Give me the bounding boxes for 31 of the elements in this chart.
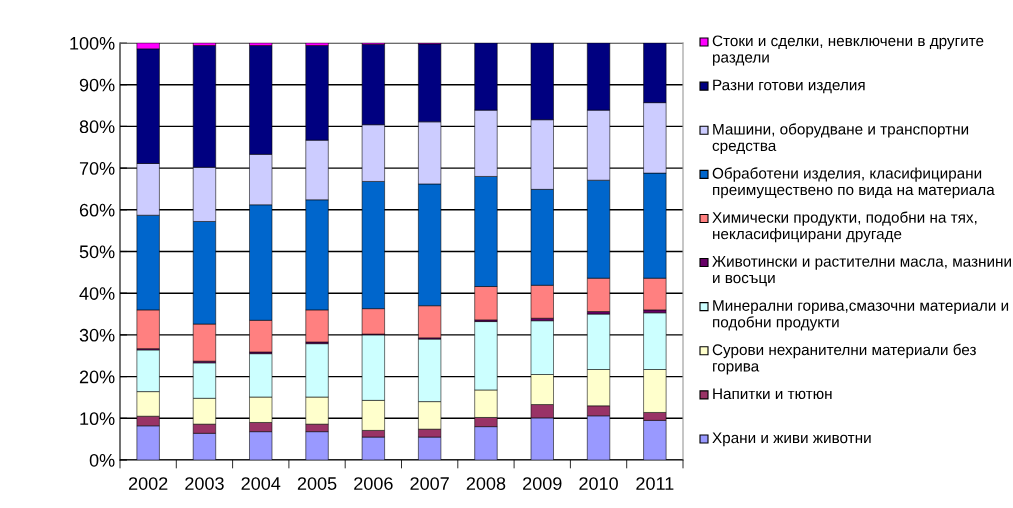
- y-tick-label: 80%: [79, 120, 115, 134]
- x-tick-label: 2005: [297, 477, 337, 490]
- x-tick-label: 2010: [579, 477, 618, 490]
- legend-label: Обработени изделия, класифицирани преимуществено по вида на материала: [712, 167, 995, 199]
- y-tick-label: 10%: [80, 412, 115, 426]
- x-tick-label: 2007: [410, 477, 449, 490]
- x-tick-label: 2006: [354, 477, 393, 490]
- legend-label: Животински и растителни масла, мазнини и восъци: [712, 256, 1011, 287]
- legend-label: Стоки и сделки, невключени в другите раздели: [712, 35, 984, 66]
- y-tick-label: 50%: [79, 245, 115, 259]
- legend-label: Машини, оборудване и транспортни средства: [712, 123, 969, 155]
- y-tick-label: 40%: [79, 287, 115, 300]
- legend-label: Разни готови изделия: [713, 79, 865, 94]
- y-tick-label: 70%: [79, 162, 115, 175]
- legend-label: Напитки и тютюн: [713, 388, 832, 400]
- x-tick-label: 2003: [185, 477, 224, 490]
- legend-label: Минерални горива,смазочни материали и подобни продукти: [713, 300, 1009, 331]
- y-tick-label: 0%: [89, 453, 115, 467]
- legend-label: Храни и живи животни: [712, 432, 871, 447]
- y-tick-label: 20%: [79, 370, 115, 384]
- y-tick-label: 90%: [79, 78, 115, 92]
- x-tick-label: 2004: [241, 477, 281, 490]
- x-tick-label: 2008: [466, 477, 506, 490]
- legend-label: Химически продукти, подобни на тях, некласифицирани другаде: [712, 211, 977, 243]
- x-tick-label: 2011: [636, 477, 674, 490]
- y-tick-label: 100%: [70, 36, 115, 50]
- legend-label: Сурови нехранителни материали без горива: [712, 343, 976, 375]
- x-tick-label: 2002: [128, 477, 168, 490]
- x-tick-label: 2009: [523, 477, 562, 490]
- y-tick-label: 60%: [79, 203, 115, 217]
- y-tick-label: 30%: [79, 328, 115, 342]
